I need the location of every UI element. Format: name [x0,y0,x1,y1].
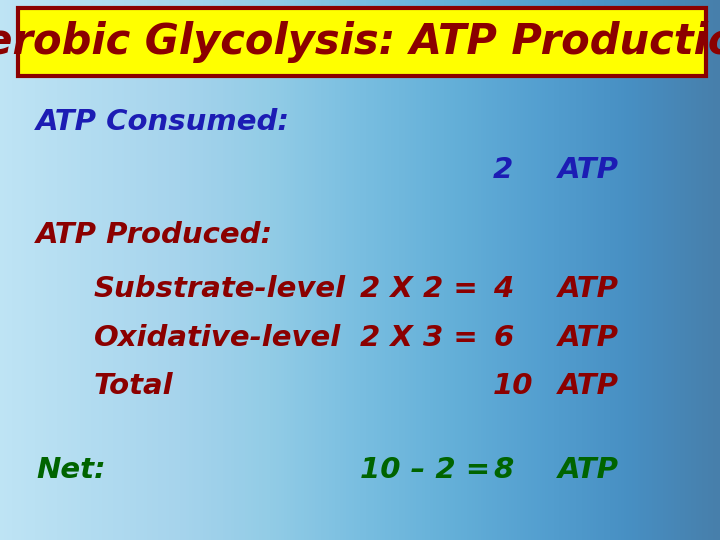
Text: ATP Produced:: ATP Produced: [36,221,273,249]
Text: 10 – 2 =: 10 – 2 = [360,456,490,484]
Text: 4: 4 [493,275,513,303]
Text: Oxidative-level: Oxidative-level [94,323,341,352]
Text: ATP Consumed:: ATP Consumed: [36,107,290,136]
Text: Aerobic Glycolysis: ATP Production: Aerobic Glycolysis: ATP Production [0,21,720,63]
FancyBboxPatch shape [18,8,706,76]
Text: ATP: ATP [558,372,619,400]
Text: ATP: ATP [558,156,619,184]
Text: Net:: Net: [36,456,106,484]
Text: 2: 2 [493,156,513,184]
Text: ATP: ATP [558,456,619,484]
Text: 6: 6 [493,323,513,352]
Text: ATP: ATP [558,323,619,352]
Text: ATP: ATP [558,275,619,303]
Text: 2 X 3 =: 2 X 3 = [360,323,478,352]
Text: 8: 8 [493,456,513,484]
Text: Total: Total [94,372,174,400]
Text: 2 X 2 =: 2 X 2 = [360,275,478,303]
Text: Substrate-level: Substrate-level [94,275,346,303]
Text: 10: 10 [493,372,534,400]
